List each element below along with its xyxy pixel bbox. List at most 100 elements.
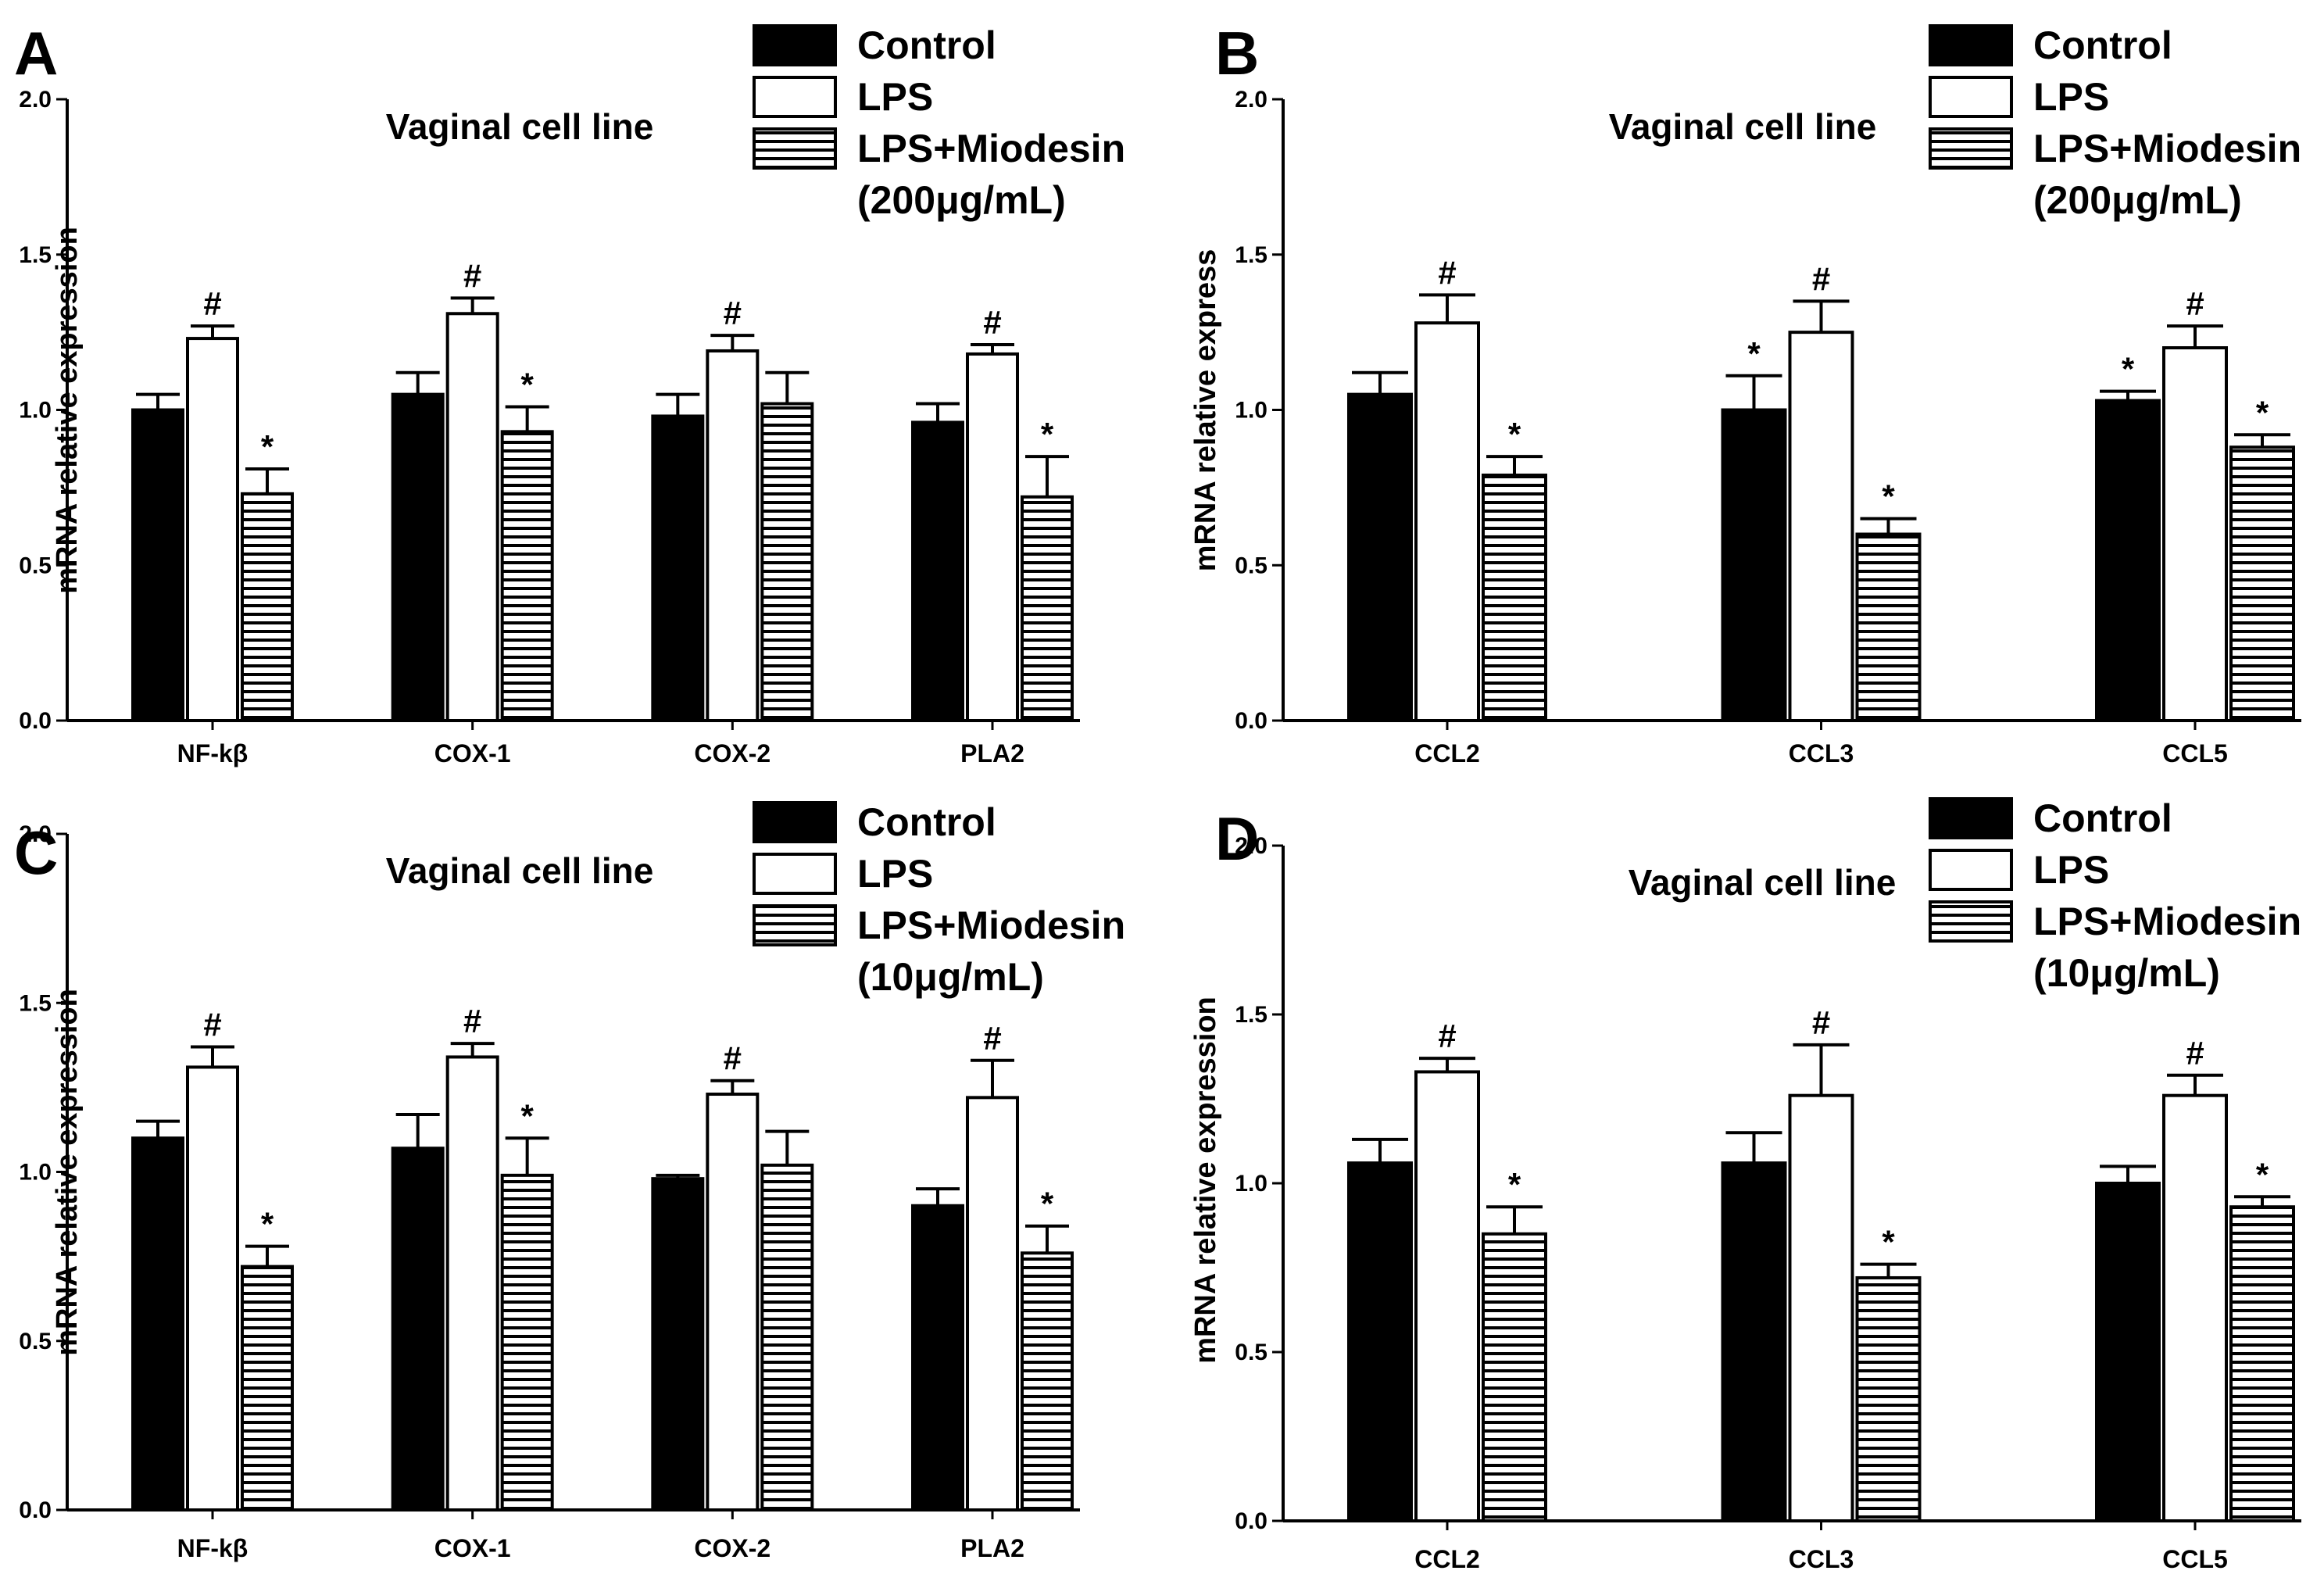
y-tick-label: 0.0	[19, 708, 52, 734]
bar-lps-miodesin	[1021, 1251, 1074, 1512]
significance-hash: #	[983, 1020, 1001, 1057]
bar-lps-miodesin	[760, 402, 814, 722]
legend-label: LPS+Miodesin	[2033, 127, 2301, 170]
legend-label-concentration: (200μg/mL)	[2033, 178, 2242, 222]
legend-label: Control	[2033, 796, 2172, 840]
significance-hash: #	[2186, 1035, 2204, 1071]
y-axis-label: mRNA relative expression	[51, 989, 84, 1356]
x-category-label: COX-2	[694, 739, 770, 767]
significance-star: *	[2122, 351, 2135, 388]
significance-star: *	[1747, 335, 1761, 372]
bar-lps	[2162, 346, 2228, 722]
x-category-label: CCL2	[1414, 739, 1480, 767]
y-tick-label: 1.5	[19, 242, 52, 268]
bar-control	[651, 414, 705, 722]
y-tick-label: 0.5	[19, 1329, 52, 1354]
bar-control	[2095, 399, 2161, 722]
chart-title: Vaginal cell line	[386, 106, 654, 147]
bar-lps	[186, 1065, 239, 1512]
bar-lps-miodesin	[241, 492, 294, 722]
bar-lps	[186, 337, 239, 722]
x-category-label: COX-2	[694, 1534, 770, 1562]
bar-lps-miodesin	[2229, 1205, 2295, 1522]
significance-hash: #	[1812, 260, 1830, 297]
panel-letter: C	[14, 818, 58, 887]
y-tick-label: 2.0	[19, 87, 52, 113]
x-category-label: CCL3	[1789, 739, 1854, 767]
bar-control	[1721, 1161, 1787, 1522]
y-tick-label: 0.0	[19, 1497, 52, 1523]
y-tick-label: 0.5	[1235, 1340, 1267, 1365]
significance-star: *	[261, 1206, 274, 1243]
significance-star: *	[1041, 1186, 1054, 1222]
legend-swatch	[1929, 76, 2013, 118]
significance-star: *	[1882, 1224, 1895, 1261]
significance-star: *	[1508, 1166, 1521, 1203]
bar-lps	[2162, 1093, 2228, 1523]
bar-control	[1347, 1161, 1413, 1522]
legend-swatch	[1929, 900, 2013, 943]
y-axis-label: mRNA relative express	[1189, 249, 1222, 572]
legend-swatch	[753, 24, 837, 66]
legend-label: LPS	[857, 852, 933, 896]
significance-hash: #	[983, 304, 1001, 341]
bar-lps	[445, 1055, 499, 1512]
bar-lps-miodesin	[500, 1173, 554, 1512]
bar-lps-miodesin	[1482, 473, 1547, 722]
legend-label: LPS+Miodesin	[857, 903, 1125, 947]
legend-label-concentration: (10μg/mL)	[857, 955, 1044, 999]
significance-star: *	[2256, 394, 2269, 431]
x-category-label: PLA2	[960, 739, 1024, 767]
legend-swatch	[753, 127, 837, 170]
x-category-label: CCL5	[2162, 739, 2228, 767]
significance-star: *	[2256, 1156, 2269, 1193]
legend-label: LPS+Miodesin	[857, 127, 1125, 170]
y-axis-label: mRNA relative expression	[1189, 996, 1222, 1364]
bar-control	[651, 1177, 705, 1512]
y-tick-label: 1.5	[1235, 242, 1267, 268]
significance-star: *	[1041, 416, 1054, 453]
significance-star: *	[1882, 478, 1895, 515]
bar-lps	[1788, 331, 1854, 722]
bar-lps	[445, 312, 499, 722]
bar-lps-miodesin	[1855, 532, 1922, 722]
legend-swatch	[753, 801, 837, 843]
legend-label-concentration: (10μg/mL)	[2033, 951, 2220, 995]
y-tick-label: 2.0	[19, 821, 52, 847]
bar-control	[1721, 408, 1787, 722]
chart-title: Vaginal cell line	[1629, 862, 1897, 903]
significance-hash: #	[724, 295, 742, 331]
bar-control	[131, 408, 184, 722]
significance-star: *	[520, 1097, 534, 1134]
significance-hash: #	[2186, 285, 2204, 322]
chart-panel-b: B Vaginal cell line 0.0 0.5 1.0 1.5 2.0 mRNA re…	[1189, 19, 2301, 767]
bar-lps	[1414, 1070, 1480, 1522]
legend-label: LPS+Miodesin	[2033, 900, 2301, 943]
chart-panel-a: A Vaginal cell line 0.0 0.5 1.0 1.5 2.0 mRNA re…	[14, 19, 1125, 767]
bar-control	[131, 1136, 184, 1512]
legend-label: Control	[857, 23, 996, 67]
bar-lps	[706, 349, 760, 722]
y-tick-label: 2.0	[1235, 833, 1267, 859]
bar-lps	[1414, 321, 1480, 722]
legend-label-concentration: (200μg/mL)	[857, 178, 1066, 222]
legend-swatch	[753, 853, 837, 895]
x-category-label: CCL2	[1414, 1545, 1480, 1573]
legend-label: LPS	[2033, 75, 2109, 119]
y-tick-label: 1.0	[1235, 398, 1267, 424]
bar-lps-miodesin	[760, 1163, 814, 1512]
legend-swatch	[1929, 797, 2013, 839]
y-tick-label: 0.0	[1235, 1508, 1267, 1534]
bar-control	[391, 392, 445, 722]
y-axis-label: mRNA relative expression	[51, 227, 84, 594]
x-category-label: CCL5	[2162, 1545, 2228, 1573]
bar-control	[2095, 1182, 2161, 1522]
significance-star: *	[520, 367, 534, 403]
bar-lps-miodesin	[241, 1265, 294, 1512]
significance-hash: #	[1438, 254, 1456, 291]
y-tick-label: 2.0	[1235, 87, 1267, 113]
panel-letter: D	[1215, 804, 1259, 873]
chart-panel-d: D Vaginal cell line 0.0 0.5 1.0 1.5 2.0 mRNA re…	[1189, 796, 2301, 1573]
legend-label: Control	[857, 800, 996, 844]
